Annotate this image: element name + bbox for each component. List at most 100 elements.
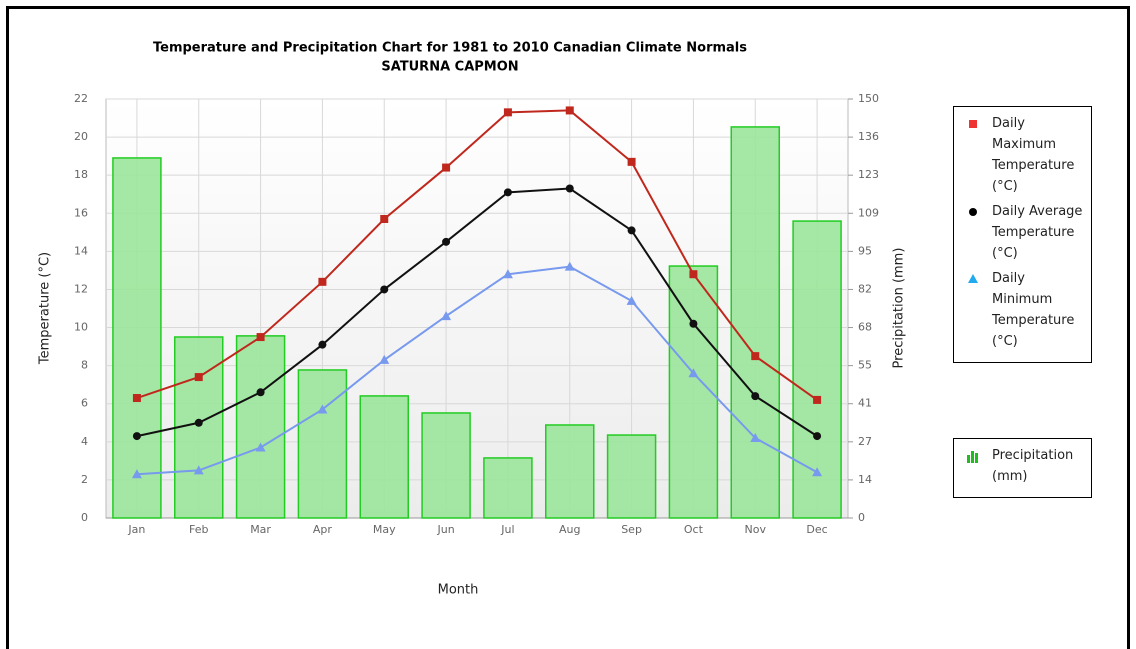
marker: [813, 395, 822, 404]
y-axis-label: Temperature (°C): [38, 252, 53, 365]
marker: [969, 120, 977, 128]
y2-tick-label: 41: [858, 397, 872, 410]
legend-item: Daily Minimum Temperature (°C): [962, 268, 1087, 352]
x-tick-label: Dec: [806, 523, 827, 536]
marker: [564, 261, 575, 271]
x-tick-label: Jun: [436, 523, 454, 536]
line: [136, 109, 818, 401]
y2-axis-label: Precipitation (mm): [892, 248, 907, 369]
marker: [441, 311, 452, 321]
marker: [442, 237, 451, 246]
bar: [545, 424, 595, 519]
legend: Precipitation (mm): [953, 438, 1092, 498]
marker: [131, 469, 142, 479]
marker: [565, 184, 574, 193]
marker: [750, 433, 761, 443]
legend-icon: [964, 120, 982, 128]
bar: [112, 157, 162, 519]
legend-icon-bar: [971, 451, 974, 463]
legend-label: Daily Average Temperature (°C): [992, 204, 1083, 261]
marker: [379, 354, 390, 364]
legend-icon-bar: [975, 453, 978, 463]
marker: [968, 274, 978, 283]
marker: [627, 226, 636, 235]
marker: [255, 442, 266, 452]
chart-subtitle: SATURNA CAPMON: [381, 60, 518, 75]
y2-tick-label: 95: [858, 244, 872, 257]
marker: [689, 319, 698, 328]
bar: [668, 265, 719, 519]
legend-icon: [964, 208, 982, 216]
legend-label: Daily Maximum Temperature (°C): [992, 116, 1075, 194]
bar: [606, 434, 657, 519]
legend-icon-bar: [967, 455, 970, 463]
y-tick-label: 6: [81, 397, 88, 410]
marker: [318, 340, 327, 349]
marker: [503, 108, 512, 117]
line: [136, 187, 818, 438]
y2-tick-label: 55: [858, 359, 872, 372]
legend-item: Daily Maximum Temperature (°C): [962, 113, 1087, 197]
y2-tick-label: 27: [858, 435, 872, 448]
marker: [380, 285, 389, 294]
marker: [751, 392, 760, 401]
legend-icon: [964, 274, 982, 283]
y-tick-label: 10: [74, 321, 88, 334]
x-tick-label: Nov: [745, 523, 767, 536]
chart: Temperature and Precipitation Chart for …: [38, 41, 907, 598]
legend-item: Daily Average Temperature (°C): [962, 201, 1087, 264]
marker: [969, 208, 977, 216]
y-tick-label: 18: [74, 168, 88, 181]
y2-tick-label: 0: [858, 511, 865, 524]
marker: [627, 157, 636, 166]
marker: [194, 418, 203, 427]
legend-icon: [967, 451, 978, 463]
marker: [565, 106, 574, 115]
bar: [483, 457, 533, 519]
marker: [751, 352, 760, 361]
y-tick-label: 0: [81, 511, 88, 524]
marker: [256, 388, 265, 397]
marker: [317, 404, 328, 414]
y-tick-label: 2: [81, 473, 88, 486]
marker: [688, 368, 699, 378]
marker: [689, 270, 698, 279]
frame: [6, 6, 1130, 649]
marker: [502, 269, 513, 279]
marker: [194, 373, 203, 382]
y-tick-label: 14: [74, 244, 88, 257]
y2-tick-label: 68: [858, 321, 872, 334]
marker: [442, 163, 451, 172]
x-tick-label: Jul: [500, 523, 514, 536]
bar: [421, 412, 471, 519]
marker: [380, 214, 389, 223]
y-tick-label: 8: [81, 359, 88, 372]
marker: [812, 467, 823, 477]
x-tick-label: Apr: [313, 523, 333, 536]
y-tick-label: 16: [74, 206, 88, 219]
x-tick-label: Sep: [621, 523, 642, 536]
y-tick-label: 20: [74, 130, 88, 143]
marker: [813, 432, 822, 441]
x-tick-label: Aug: [559, 523, 580, 536]
marker: [318, 277, 327, 286]
legend-item: Precipitation (mm): [962, 445, 1087, 487]
x-tick-label: Jan: [127, 523, 145, 536]
x-axis-label: Month: [438, 583, 479, 598]
y-tick-label: 22: [74, 92, 88, 105]
x-tick-label: Mar: [250, 523, 271, 536]
marker: [626, 295, 637, 305]
legend-label: Daily Minimum Temperature (°C): [992, 271, 1075, 349]
y2-tick-label: 150: [858, 92, 879, 105]
bar: [359, 395, 409, 519]
line: [136, 265, 818, 476]
x-tick-label: Oct: [684, 523, 704, 536]
y-tick-label: 4: [81, 435, 88, 448]
legend: Daily Maximum Temperature (°C) Daily Aver…: [953, 106, 1092, 363]
y-tick-label: 12: [74, 282, 88, 295]
marker: [132, 432, 141, 441]
marker: [193, 465, 204, 475]
y2-tick-label: 82: [858, 282, 872, 295]
y2-tick-label: 123: [858, 168, 879, 181]
marker: [256, 333, 265, 342]
